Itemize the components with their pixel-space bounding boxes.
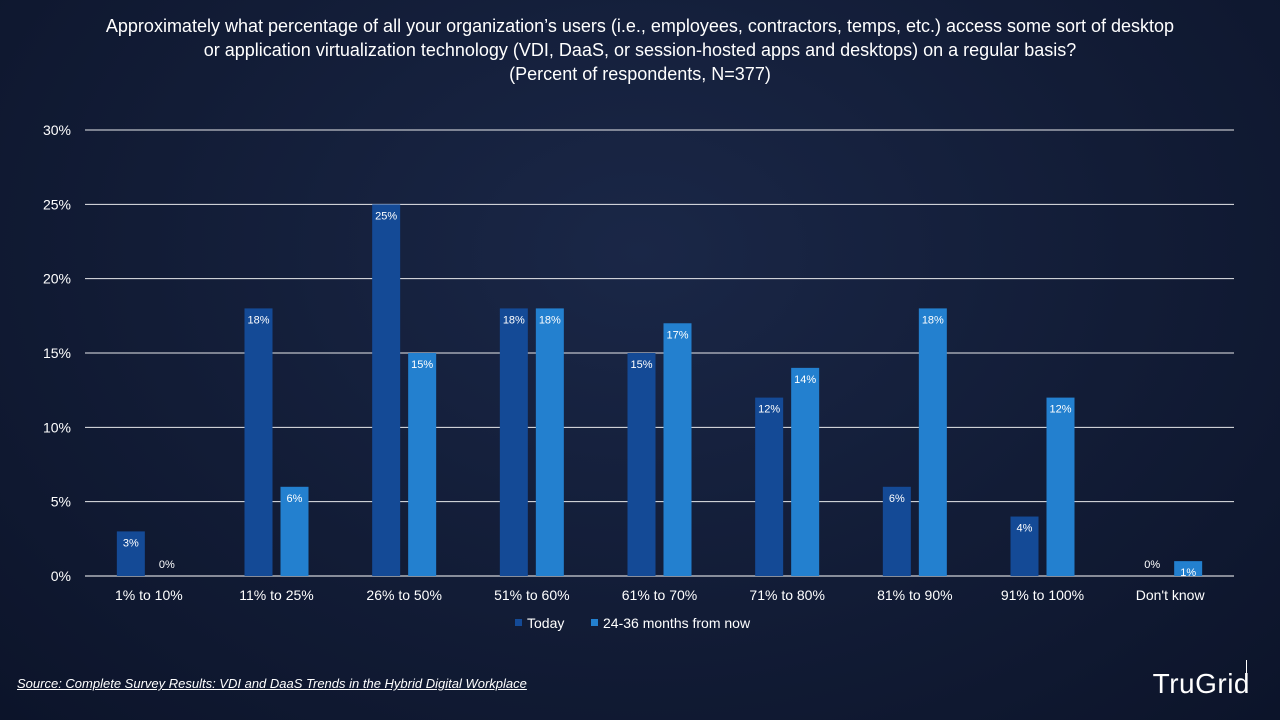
legend-today-swatch (515, 619, 522, 626)
bar-future (1046, 397, 1075, 576)
data-label: 17% (666, 329, 688, 341)
trugrid-logo: TruGrid (1152, 668, 1250, 699)
data-label: 25% (375, 210, 397, 222)
legend-future-label: 24-36 months from now (603, 615, 751, 631)
x-tick-label: 1% to 10% (115, 587, 183, 603)
data-label: 18% (247, 314, 269, 326)
x-tick-label: 81% to 90% (877, 587, 953, 603)
y-tick-label: 30% (43, 122, 71, 138)
data-label: 1% (1180, 567, 1196, 579)
bar-future (918, 308, 947, 576)
title-line-1: Approximately what percentage of all you… (105, 16, 1175, 36)
data-label: 0% (159, 559, 175, 571)
bar-today (882, 486, 911, 576)
title-line-3: (Percent of respondents, N=377) (509, 64, 771, 84)
logo-mark (1246, 660, 1247, 674)
bar-future (280, 486, 309, 576)
y-tick-label: 25% (43, 196, 71, 212)
data-label: 18% (539, 314, 561, 326)
title-line-2: or application virtualization technology… (203, 40, 1077, 60)
data-label: 4% (1017, 523, 1033, 535)
data-label: 18% (922, 314, 944, 326)
bar-today (627, 353, 656, 576)
x-tick-label: 11% to 25% (239, 587, 313, 603)
bar-today (1010, 516, 1039, 576)
bar-today (372, 204, 401, 577)
y-tick-label: 5% (51, 494, 71, 510)
x-tick-label: 51% to 60% (494, 587, 570, 603)
x-tick-label: 71% to 80% (749, 587, 825, 603)
data-label: 15% (411, 359, 433, 371)
data-label: 15% (630, 359, 652, 371)
y-tick-label: 0% (51, 568, 71, 584)
bar-today (755, 397, 784, 576)
data-label: 6% (287, 493, 303, 505)
bar-today (116, 531, 145, 576)
x-tick-label: 61% to 70% (622, 587, 698, 603)
data-label: 0% (1144, 559, 1160, 571)
bar-today (499, 308, 528, 576)
x-tick-label: Don't know (1136, 587, 1206, 603)
legend-today-label: Today (527, 615, 564, 631)
data-label: 12% (1049, 404, 1071, 416)
bar-future (535, 308, 564, 576)
x-tick-label: 26% to 50% (366, 587, 442, 603)
y-tick-label: 20% (43, 271, 71, 287)
bar-future (663, 323, 692, 576)
data-label: 12% (758, 404, 780, 416)
bar-today (244, 308, 273, 576)
bar-future (1174, 561, 1203, 576)
bar-future (408, 353, 437, 576)
chart-title: Approximately what percentage of all you… (0, 14, 1280, 86)
data-label: 6% (889, 493, 905, 505)
source-citation[interactable]: Source: Complete Survey Results: VDI and… (17, 676, 527, 691)
y-tick-label: 10% (43, 419, 71, 435)
data-label: 18% (503, 314, 525, 326)
data-label: 3% (123, 537, 139, 549)
bar-future (791, 367, 820, 576)
x-tick-label: 91% to 100% (1001, 587, 1084, 603)
legend-future-swatch (591, 619, 598, 626)
data-label: 14% (794, 374, 816, 386)
y-tick-label: 15% (43, 345, 71, 361)
